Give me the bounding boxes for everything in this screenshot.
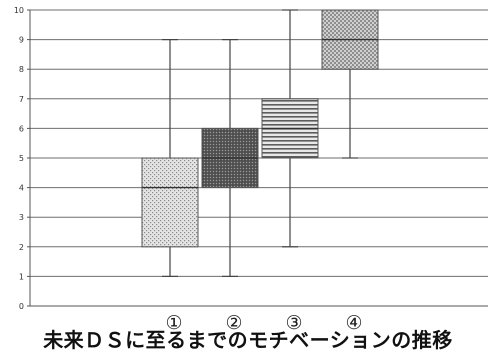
y-tick-label: 6 bbox=[19, 124, 24, 133]
x-category-label: ④ bbox=[345, 312, 362, 330]
axis-layer: 0 1 2 3 4 5 6 7 8 9 10 bbox=[14, 6, 488, 311]
y-tick-label: 5 bbox=[19, 154, 24, 163]
box-2 bbox=[201, 38, 259, 277]
y-tick-label: 4 bbox=[19, 184, 24, 193]
y-tick-label: 0 bbox=[19, 302, 24, 311]
box-4 bbox=[321, 9, 379, 159]
x-label-layer: ① ② ③ ④ bbox=[165, 312, 362, 330]
y-tick-label: 1 bbox=[19, 272, 24, 281]
y-tick-label: 7 bbox=[19, 95, 24, 104]
x-category-label: ② bbox=[225, 312, 242, 330]
y-tick-label: 2 bbox=[19, 243, 24, 252]
box-plot-chart: 0 1 2 3 4 5 6 7 8 9 10 ① ② ③ ④ bbox=[14, 6, 488, 330]
box-1 bbox=[141, 38, 199, 277]
box-iqr bbox=[141, 157, 199, 248]
y-tick-label: 8 bbox=[19, 65, 24, 74]
box-layer bbox=[141, 9, 379, 277]
grid-layer bbox=[30, 9, 488, 277]
chart-caption: 未来ＤＳに至るまでのモチベーションの推移 bbox=[43, 328, 453, 352]
x-category-label: ① bbox=[165, 312, 182, 330]
x-category-label: ③ bbox=[285, 312, 302, 330]
box-3 bbox=[261, 9, 319, 248]
y-tick-label: 10 bbox=[14, 6, 24, 15]
y-tick-label: 3 bbox=[19, 213, 24, 222]
y-tick-label: 9 bbox=[19, 36, 24, 45]
